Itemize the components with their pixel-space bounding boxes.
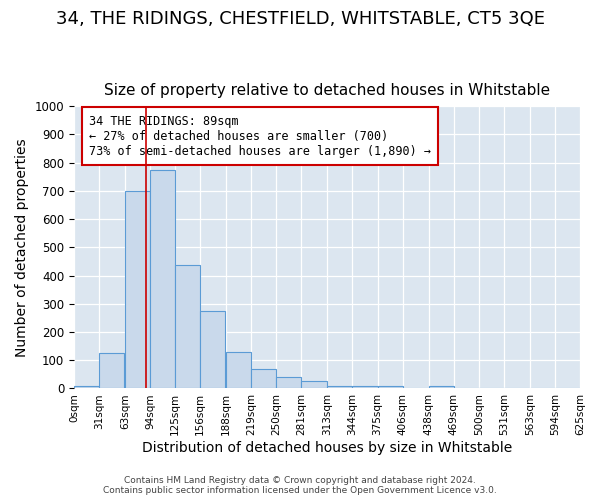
Text: Contains HM Land Registry data © Crown copyright and database right 2024.
Contai: Contains HM Land Registry data © Crown c… — [103, 476, 497, 495]
Bar — [352, 386, 377, 388]
Bar — [175, 265, 200, 388]
Bar — [74, 386, 99, 388]
Bar — [150, 170, 175, 388]
Bar — [301, 382, 326, 388]
Bar — [200, 311, 226, 388]
Bar — [328, 386, 352, 388]
Text: 34 THE RIDINGS: 89sqm
← 27% of detached houses are smaller (700)
73% of semi-det: 34 THE RIDINGS: 89sqm ← 27% of detached … — [89, 114, 431, 158]
Bar — [99, 353, 124, 388]
Bar — [277, 377, 301, 388]
Bar — [226, 352, 251, 389]
Bar — [428, 386, 454, 388]
Bar — [125, 191, 150, 388]
Title: Size of property relative to detached houses in Whitstable: Size of property relative to detached ho… — [104, 83, 550, 98]
Y-axis label: Number of detached properties: Number of detached properties — [15, 138, 29, 356]
Bar — [377, 386, 403, 388]
Text: 34, THE RIDINGS, CHESTFIELD, WHITSTABLE, CT5 3QE: 34, THE RIDINGS, CHESTFIELD, WHITSTABLE,… — [56, 10, 545, 28]
Bar — [251, 368, 277, 388]
X-axis label: Distribution of detached houses by size in Whitstable: Distribution of detached houses by size … — [142, 441, 512, 455]
